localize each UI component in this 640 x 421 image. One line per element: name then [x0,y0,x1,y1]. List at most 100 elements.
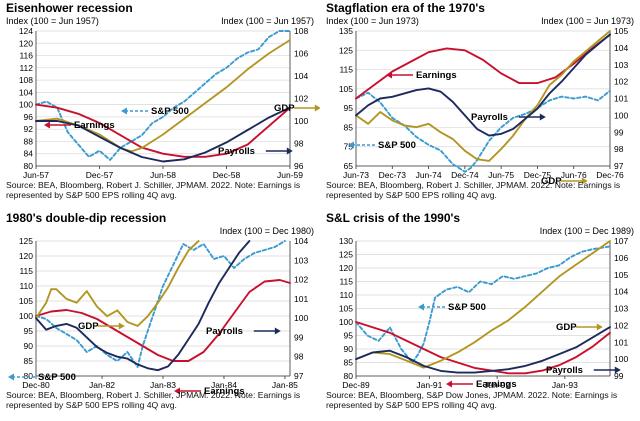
series-annotation-label: S&P 500 [378,140,416,151]
series-annotation-label: Earnings [476,379,517,390]
y-left-tick-label: 100 [19,311,33,321]
series-line-earnings [355,321,611,375]
x-tick-label: Jun-76 [561,170,587,180]
series-line-payrolls [355,326,611,374]
x-tick-label: Jun-59 [277,170,303,180]
y-left-tick-label: 90 [344,344,354,354]
x-tick-label: Dec-75 [524,170,552,180]
series-line-payrolls [35,106,291,163]
x-tick-label: Jan-93 [552,380,578,390]
chart-title: Stagflation era of the 1970's [326,1,485,15]
series-annotation-label: Earnings [204,386,245,397]
annotation-arrow-head [596,323,603,331]
chart-panel-double-dip: 1980's double-dip recession Index (100 =… [0,210,320,420]
y-left-tick-label: 130 [339,236,353,246]
series-line-gdp [35,240,200,327]
chart-plot: Index (100 = Jun 1973) Index (100 = Jun 1… [326,16,634,187]
series-line-s-p-500 [355,245,611,364]
chart-source-note: Source: BEA, Bloomberg, Robert J. Schill… [326,180,621,200]
annotation-arrow-head [121,107,127,115]
y-right-tick-label: 101 [294,294,308,304]
y-left-tick-label: 95 [344,103,354,113]
x-tick-label: Jun-73 [343,170,369,180]
chart-title: S&L crisis of the 1990's [326,211,461,225]
y-right-tick-label: 103 [294,255,308,265]
chart-title: Eisenhower recession [6,1,133,15]
y-left-tick-label: 120 [19,251,33,261]
y-right-tick-label: 104 [614,43,628,53]
x-tick-label: Dec-80 [22,380,50,390]
annotation-arrow-head [386,71,392,79]
x-tick-label: Dec-76 [596,170,624,180]
series-annotation-label: Payrolls [471,112,508,123]
y-right-tick-label: 104 [614,287,628,297]
y-left-tick-label: 112 [19,63,33,73]
chart-source-note: Source: BEA, Bloomberg, Robert J. Schill… [6,180,301,200]
series-line-s-p-500 [35,240,286,368]
y-left-tick-label: 115 [339,65,353,75]
y-left-tick-label: 100 [19,100,33,110]
y-left-tick-label: 110 [339,290,353,300]
y-left-tick-label: 108 [19,75,33,85]
y-right-tick-label: 105 [614,270,628,280]
y-right-tick-label: 100 [614,354,628,364]
chart-title: 1980's double-dip recession [6,211,167,225]
y-right-tick-label: 107 [614,236,628,246]
y-right-tick-label: 102 [614,320,628,330]
y-right-tick-label: 102 [614,77,628,87]
x-tick-label: Jan-82 [89,380,115,390]
x-tick-label: Jun-74 [416,170,442,180]
y-right-tick-label: 99 [614,127,624,137]
series-line-payrolls [355,33,611,137]
annotation-arrow-head [614,366,621,374]
x-tick-label: Dec-57 [86,170,114,180]
chart-plot: Index (100 = Jun 1957) Index (100 = Jun 1… [6,16,320,180]
y-right-tick-label: 105 [614,26,628,36]
series-annotation-label: S&P 500 [151,106,189,117]
y-right-tick-label: 98 [294,139,304,149]
chart-source-note: Source: BEA, Bloomberg, Robert J. Schill… [6,390,301,410]
y-right-tick-label: 102 [294,94,308,104]
right-axis-label: Index (100 = Dec 1989) [540,226,634,236]
y-left-tick-label: 110 [19,281,33,291]
y-left-tick-label: 96 [24,112,34,122]
left-axis-label: Index (100 = Jun 1973) [326,16,419,26]
y-left-tick-label: 104 [19,87,33,97]
y-left-tick-label: 85 [24,356,34,366]
y-left-tick-label: 135 [339,26,353,36]
chart-plot: Index (100 = Dec 1989) 80 85 90 95 100 105 110 1… [339,226,634,390]
y-right-tick-label: 99 [614,371,624,381]
chart-source-note: Source: BEA, Bloomberg, S&P Dow Jones, J… [326,390,618,410]
y-left-tick-label: 88 [24,136,34,146]
y-left-tick-label: 124 [19,26,33,36]
series-annotation-label: Earnings [416,70,457,81]
y-right-tick-label: 98 [294,352,304,362]
series-line-payrolls [35,240,251,372]
annotation-arrow-head [539,113,546,121]
y-left-tick-label: 95 [344,331,354,341]
y-right-tick-label: 101 [614,337,628,347]
y-right-tick-label: 104 [294,71,308,81]
annotation-arrow-head [174,387,180,395]
annotation-arrow-head [44,121,50,129]
series-line-gdp [355,30,611,162]
x-tick-label: Jan-92 [484,380,510,390]
series-line-earnings [35,279,291,362]
left-axis-label: Index (100 = Jun 1957) [6,16,99,26]
annotation-arrow-head [418,303,424,311]
y-left-tick-label: 115 [19,266,33,276]
y-left-tick-label: 80 [24,161,34,171]
y-left-tick-label: 125 [339,250,353,260]
series-annotation-label: Payrolls [218,146,255,157]
y-left-tick-label: 116 [19,51,33,61]
y-right-tick-label: 97 [294,371,304,381]
right-axis-label: Index (100 = Jun 1957) [221,16,314,26]
y-left-tick-label: 95 [24,326,34,336]
annotation-arrow-head [314,104,320,112]
y-right-tick-label: 101 [614,94,628,104]
x-tick-label: Jun-75 [488,170,514,180]
y-left-tick-label: 75 [344,142,354,152]
y-right-tick-label: 103 [614,304,628,314]
x-tick-label: Jan-85 [272,380,298,390]
series-annotation-label: Earnings [74,120,115,131]
